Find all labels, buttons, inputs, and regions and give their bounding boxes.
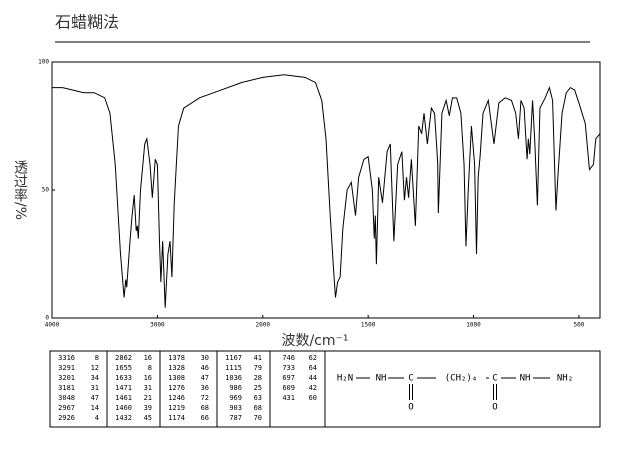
peak-wavenumber: 2967	[58, 404, 75, 412]
peak-transmittance: 31	[91, 384, 99, 392]
peak-wavenumber: 1219	[168, 404, 185, 412]
peak-transmittance: 79	[254, 364, 262, 372]
formula-group: C	[408, 374, 413, 384]
peak-wavenumber: 969	[229, 394, 242, 402]
peak-transmittance: 45	[144, 414, 152, 422]
peak-wavenumber: 1460	[115, 404, 132, 412]
peak-wavenumber: 986	[229, 384, 242, 392]
formula-oxygen: O	[408, 403, 413, 413]
peak-transmittance: 16	[144, 374, 152, 382]
peak-transmittance: 62	[309, 354, 317, 362]
formula-group: H₂N	[337, 374, 353, 384]
peak-wavenumber: 1036	[225, 374, 242, 382]
peak-wavenumber: 3048	[58, 394, 75, 402]
formula-group: NH	[376, 374, 387, 384]
peak-wavenumber: 1655	[115, 364, 132, 372]
peak-wavenumber: 3291	[58, 364, 75, 372]
peak-transmittance: 44	[309, 374, 317, 382]
peak-transmittance: 30	[201, 354, 209, 362]
peak-wavenumber: 903	[229, 404, 242, 412]
x-tick-label: 2000	[256, 322, 271, 329]
peak-wavenumber: 2926	[58, 414, 75, 422]
peak-wavenumber: 1308	[168, 374, 185, 382]
peak-wavenumber: 1461	[115, 394, 132, 402]
peak-transmittance: 66	[201, 414, 209, 422]
peak-wavenumber: 1115	[225, 364, 242, 372]
peak-wavenumber: 1471	[115, 384, 132, 392]
peak-transmittance: 39	[144, 404, 152, 412]
y-tick-label: 50	[42, 187, 50, 194]
formula-group: NH₂	[557, 374, 573, 384]
peak-wavenumber: 3181	[58, 384, 75, 392]
x-tick-label: 1500	[361, 322, 376, 329]
peak-wavenumber: 1246	[168, 394, 185, 402]
peak-transmittance: 31	[144, 384, 152, 392]
peak-transmittance: 47	[201, 374, 209, 382]
peak-transmittance: 68	[201, 404, 209, 412]
spectrum-line	[52, 74, 601, 308]
x-axis-label: 波数/cm⁻¹	[281, 333, 348, 349]
peak-wavenumber: 1276	[168, 384, 185, 392]
peak-wavenumber: 733	[282, 364, 295, 372]
peak-wavenumber: 3316	[58, 354, 75, 362]
x-tick-label: 3000	[150, 322, 165, 329]
chart-title: 石蜡糊法	[55, 13, 119, 32]
y-tick-label: 0	[45, 315, 49, 322]
peak-transmittance: 42	[309, 384, 317, 392]
peak-transmittance: 28	[254, 374, 262, 382]
y-axis-label: 透过率/%	[12, 160, 28, 220]
x-tick-label: 4000	[45, 322, 60, 329]
peak-transmittance: 46	[201, 364, 209, 372]
peak-transmittance: 36	[201, 384, 209, 392]
formula-group: (CH₂)₄	[445, 374, 478, 384]
formula-group: NH	[520, 374, 531, 384]
peak-transmittance: 60	[309, 394, 317, 402]
peak-transmittance: 72	[201, 394, 209, 402]
peak-transmittance: 41	[254, 354, 262, 362]
peak-wavenumber: 431	[282, 394, 295, 402]
peak-wavenumber: 1633	[115, 374, 132, 382]
peak-transmittance: 63	[254, 394, 262, 402]
peak-wavenumber: 697	[282, 374, 295, 382]
peak-wavenumber: 609	[282, 384, 295, 392]
peak-transmittance: 12	[91, 364, 99, 372]
plot-frame	[51, 61, 601, 319]
y-tick-label: 100	[38, 59, 49, 66]
peak-wavenumber: 1432	[115, 414, 132, 422]
peak-transmittance: 68	[254, 404, 262, 412]
x-tick-label: 1000	[466, 322, 481, 329]
peak-wavenumber: 2862	[115, 354, 132, 362]
peak-wavenumber: 746	[282, 354, 295, 362]
peak-transmittance: 25	[254, 384, 262, 392]
peak-wavenumber: 787	[229, 414, 242, 422]
peak-transmittance: 16	[144, 354, 152, 362]
formula-group: C	[492, 374, 497, 384]
peak-transmittance: 64	[309, 364, 317, 372]
peak-transmittance: 47	[91, 394, 99, 402]
peak-transmittance: 8	[95, 354, 99, 362]
peak-wavenumber: 1328	[168, 364, 185, 372]
x-tick-label: 500	[574, 322, 585, 329]
peak-transmittance: 8	[148, 364, 152, 372]
peak-transmittance: 34	[91, 374, 99, 382]
peak-transmittance: 70	[254, 414, 262, 422]
peak-transmittance: 21	[144, 394, 152, 402]
peak-wavenumber: 1167	[225, 354, 242, 362]
peak-wavenumber: 3201	[58, 374, 75, 382]
peak-wavenumber: 1378	[168, 354, 185, 362]
peak-wavenumber: 1174	[168, 414, 185, 422]
formula-oxygen: O	[492, 403, 497, 413]
peak-transmittance: 14	[91, 404, 99, 412]
peak-transmittance: 4	[95, 414, 99, 422]
